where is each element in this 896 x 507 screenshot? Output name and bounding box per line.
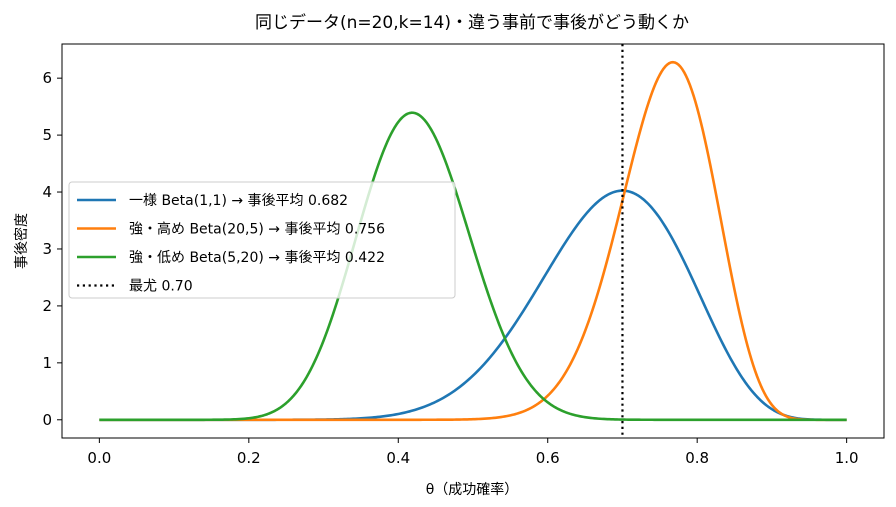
y-tick-label: 0 xyxy=(42,411,52,429)
legend-label: 最尤 0.70 xyxy=(129,279,193,295)
y-tick-label: 5 xyxy=(42,126,52,144)
legend-label: 強・高め Beta(20,5) → 事後平均 0.756 xyxy=(129,221,385,238)
x-tick-label: 0.0 xyxy=(87,449,111,467)
plot-frame xyxy=(61,43,885,439)
y-tick-label: 4 xyxy=(42,183,52,201)
y-tick-label: 6 xyxy=(42,69,52,87)
y-axis: 0 1 2 3 4 5 6 xyxy=(42,69,62,429)
legend-label: 強・低め Beta(5,20) → 事後平均 0.422 xyxy=(129,250,385,266)
y-tick-label: 2 xyxy=(42,297,52,315)
x-tick-label: 0.2 xyxy=(237,449,261,467)
legend-frame xyxy=(68,181,456,299)
plot-lines xyxy=(99,44,847,438)
x-axis-title: θ（成功確率） xyxy=(426,481,519,498)
y-axis-title: 事後密度 xyxy=(13,213,30,269)
x-tick-label: 0.4 xyxy=(386,449,410,467)
x-tick-label: 0.8 xyxy=(685,449,709,467)
series-line-3 xyxy=(99,111,847,422)
x-tick-label: 1.0 xyxy=(835,449,859,467)
y-tick-label: 1 xyxy=(42,354,52,372)
legend: 一様 Beta(1,1) → 事後平均 0.682 強・高め Beta(20,5)… xyxy=(68,181,456,299)
legend-label: 一様 Beta(1,1) → 事後平均 0.682 xyxy=(129,193,348,209)
x-tick-label: 0.6 xyxy=(536,449,560,467)
x-axis: 0.0 0.2 0.4 0.6 0.8 1.0 xyxy=(87,438,859,467)
chart-title: 同じデータ(n=20,k=14)・違う事前で事後がどう動くか xyxy=(255,12,689,33)
y-tick-label: 3 xyxy=(42,240,52,258)
